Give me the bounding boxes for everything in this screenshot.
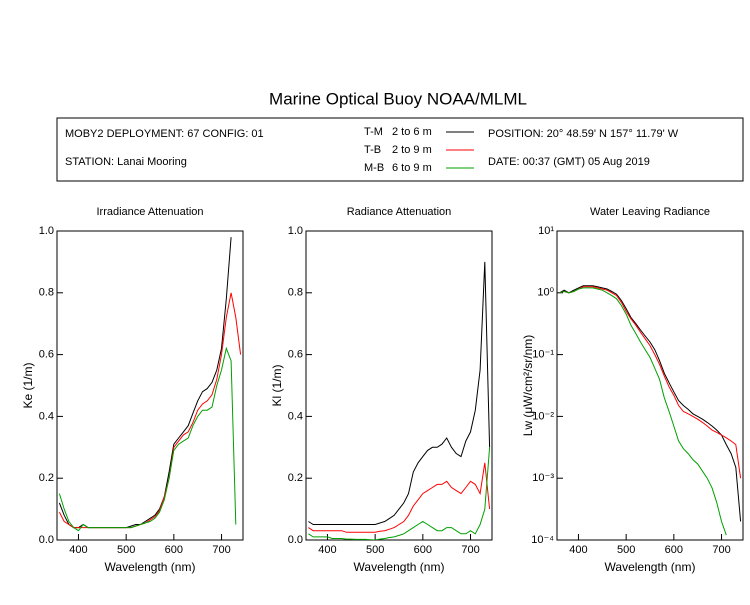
y-tick-label: 10⁻⁴ (531, 534, 554, 546)
y-tick-label: 0.2 (39, 472, 54, 484)
y-axis-label: Lw (μW/cm²/sr/nm) (521, 335, 535, 437)
subplot-title: Water Leaving Radiance (590, 206, 710, 218)
legend-range: 2 to 6 m (392, 126, 432, 138)
y-tick-label: 10⁻¹ (532, 349, 554, 361)
position: POSITION: 20° 48.59' N 157° 11.79' W (488, 128, 679, 140)
y-tick-label: 0.4 (288, 410, 303, 422)
x-tick-label: 600 (665, 544, 683, 556)
y-tick-label: 0.6 (39, 349, 54, 361)
y-tick-label: 0.8 (288, 287, 303, 299)
plot-frame (56, 230, 244, 541)
page-title: Marine Optical Buoy NOAA/MLML (269, 89, 527, 108)
spectrum-line (308, 261, 491, 525)
y-tick-label: 10⁰ (537, 287, 554, 299)
legend-range: 6 to 9 m (392, 162, 432, 174)
subplot-title: Irradiance Attenuation (96, 206, 203, 218)
x-tick-label: 600 (165, 544, 183, 556)
y-tick-label: 10¹ (538, 225, 554, 237)
info-box (56, 117, 744, 182)
y-tick-label: 1.0 (288, 225, 303, 237)
legend-name: M-B (364, 162, 384, 174)
spectrum-line (308, 462, 491, 533)
x-tick-label: 500 (617, 544, 635, 556)
y-axis-label: Kl (1/m) (270, 364, 284, 406)
x-axis-label: Wavelength (nm) (605, 560, 696, 574)
deployment: MOBY2 DEPLOYMENT: 67 CONFIG: 01 (65, 128, 264, 140)
spectrum-line (559, 286, 742, 479)
y-tick-label: 0.0 (39, 534, 54, 546)
x-tick-label: 500 (117, 544, 135, 556)
y-tick-label: 10⁻² (532, 410, 554, 422)
plot-frame (556, 230, 744, 541)
legend-name: T-B (364, 144, 381, 156)
x-axis-label: Wavelength (nm) (354, 560, 445, 574)
x-tick-label: 700 (461, 544, 479, 556)
x-tick-label: 400 (318, 544, 336, 556)
spectrum-line (559, 285, 742, 522)
y-axis-label: Ke (1/m) (21, 362, 35, 408)
spectrum-line (559, 287, 727, 536)
spectrum-line (58, 346, 237, 532)
x-tick-label: 700 (212, 544, 230, 556)
x-tick-label: 600 (414, 544, 432, 556)
x-tick-label: 700 (712, 544, 730, 556)
y-tick-label: 1.0 (39, 225, 54, 237)
legend-range: 2 to 9 m (392, 144, 432, 156)
x-tick-label: 400 (569, 544, 587, 556)
y-tick-label: 10⁻³ (532, 472, 554, 484)
y-tick-label: 0.4 (39, 410, 54, 422)
station: STATION: Lanai Mooring (65, 156, 187, 168)
y-tick-label: 0.6 (288, 349, 303, 361)
subplot-title: Radiance Attenuation (347, 206, 452, 218)
spectrum-line (308, 447, 491, 540)
x-tick-label: 400 (69, 544, 87, 556)
legend-name: T-M (364, 126, 383, 138)
plot-frame (305, 230, 493, 541)
date: DATE: 00:37 (GMT) 05 Aug 2019 (488, 156, 650, 168)
y-tick-label: 0.8 (39, 287, 54, 299)
y-tick-label: 0.2 (288, 472, 303, 484)
y-tick-label: 0.0 (288, 534, 303, 546)
x-axis-label: Wavelength (nm) (105, 560, 196, 574)
x-tick-label: 500 (366, 544, 384, 556)
